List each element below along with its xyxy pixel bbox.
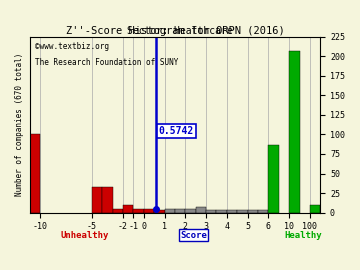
Bar — [92, 187, 102, 213]
Bar — [237, 210, 248, 213]
Text: The Research Foundation of SUNY: The Research Foundation of SUNY — [35, 58, 179, 67]
Bar — [154, 210, 165, 213]
Y-axis label: Number of companies (670 total): Number of companies (670 total) — [15, 53, 24, 196]
Bar — [206, 210, 216, 213]
Bar — [134, 209, 144, 213]
Bar — [175, 209, 185, 213]
Text: Sector: Healthcare: Sector: Healthcare — [127, 26, 233, 36]
Bar — [123, 205, 134, 213]
Bar — [165, 209, 175, 213]
Bar — [144, 209, 154, 213]
Bar — [289, 51, 300, 213]
Bar — [268, 144, 279, 213]
Bar — [113, 209, 123, 213]
Bar — [185, 209, 196, 213]
Bar — [216, 210, 227, 213]
Text: Score: Score — [180, 231, 207, 240]
Bar — [258, 210, 268, 213]
Bar — [248, 210, 258, 213]
Bar — [102, 187, 113, 213]
Bar — [196, 207, 206, 213]
Title: Z''-Score Histogram for ORPN (2016): Z''-Score Histogram for ORPN (2016) — [66, 26, 284, 36]
Bar — [310, 205, 320, 213]
Text: 0.5742: 0.5742 — [159, 126, 194, 136]
Bar — [30, 134, 40, 213]
Text: Unhealthy: Unhealthy — [61, 231, 109, 240]
Bar — [227, 210, 237, 213]
Text: ©www.textbiz.org: ©www.textbiz.org — [35, 42, 109, 51]
Text: Healthy: Healthy — [284, 231, 321, 240]
